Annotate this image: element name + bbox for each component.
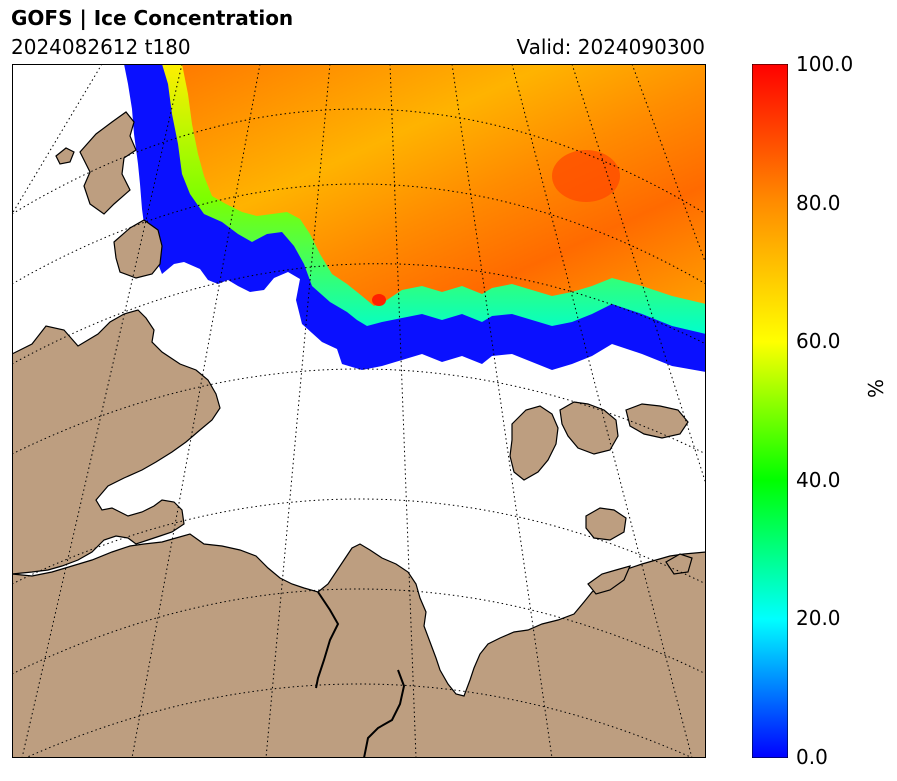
map-frame: [12, 64, 706, 758]
colorbar-tick-0: 0.0: [796, 745, 828, 769]
init-time-label: 2024082612 t180: [11, 35, 191, 59]
map-title: GOFS | Ice Concentration: [11, 6, 294, 30]
ice-max-patch: [552, 150, 620, 202]
ice-concentration-map: [12, 64, 706, 758]
colorbar-tick-80: 80.0: [796, 191, 841, 215]
land-masses: [12, 111, 706, 758]
ice-max-patch-small: [372, 294, 386, 306]
colorbar-tick-100: 100.0: [796, 52, 854, 76]
rivers: [315, 591, 406, 758]
map-panel: [12, 64, 706, 758]
graticule: [12, 64, 706, 758]
colorbar-tick-20: 20.0: [796, 606, 841, 630]
valid-time-label: Valid: 2024090300: [516, 35, 705, 59]
colorbar-unit-label: %: [864, 378, 888, 398]
ice-pack-core: [182, 64, 706, 306]
colorbar-tick-40: 40.0: [796, 468, 841, 492]
colorbar-tick-60: 60.0: [796, 329, 841, 353]
colorbar: [752, 64, 788, 758]
